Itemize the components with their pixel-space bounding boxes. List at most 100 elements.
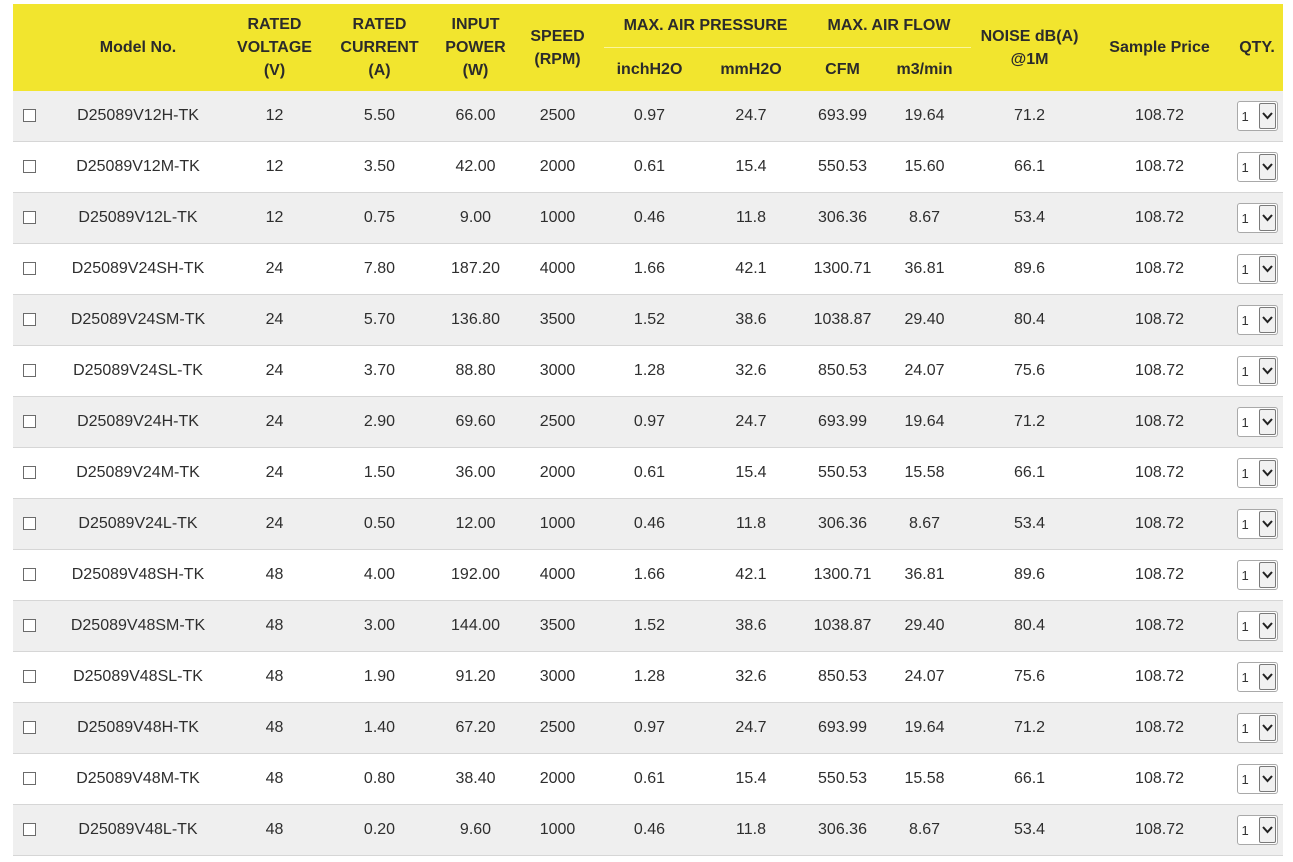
row-select-checkbox[interactable] (23, 517, 36, 531)
qty-select[interactable]: 1 (1236, 254, 1278, 284)
qty-select[interactable]: 1 (1236, 713, 1278, 743)
header-air-pressure: MAX. AIR PRESSURE (604, 4, 807, 48)
m3-min-cell: 24.07 (878, 345, 972, 397)
sample-price-cell: 108.72 (1088, 804, 1232, 856)
mm-h2o-cell: 32.6 (695, 651, 807, 703)
header-inch-h2o: inchH2O (604, 47, 695, 91)
header-speed: SPEED (RPM) (511, 4, 604, 91)
row-select-checkbox[interactable] (23, 211, 36, 225)
qty-select[interactable]: 1 (1236, 458, 1278, 488)
row-select-checkbox[interactable] (23, 364, 36, 378)
row-select-checkbox[interactable] (23, 109, 36, 123)
qty-cell: 1 (1231, 804, 1284, 856)
select-cell (13, 141, 46, 193)
inch-h2o-cell: 1.66 (604, 549, 695, 601)
noise-cell: 80.4 (971, 294, 1089, 346)
dropdown-button[interactable] (1258, 664, 1276, 690)
power-cell: 69.60 (440, 396, 511, 448)
qty-select[interactable]: 1 (1236, 662, 1278, 692)
dropdown-button[interactable] (1258, 715, 1276, 741)
qty-select[interactable]: 1 (1236, 815, 1278, 845)
dropdown-button[interactable] (1258, 511, 1276, 537)
qty-select[interactable]: 1 (1236, 305, 1278, 335)
header-voltage: RATED VOLTAGE (V) (230, 4, 319, 91)
qty-cell: 1 (1231, 91, 1284, 142)
dropdown-button[interactable] (1258, 460, 1276, 486)
dropdown-button[interactable] (1258, 613, 1276, 639)
qty-select[interactable]: 1 (1236, 356, 1278, 386)
dropdown-button[interactable] (1258, 409, 1276, 435)
header-power: INPUT POWER (W) (440, 4, 511, 91)
model-cell: D25089V48SL-TK (46, 651, 230, 703)
qty-select[interactable]: 1 (1236, 611, 1278, 641)
dropdown-button[interactable] (1258, 766, 1276, 792)
power-cell: 36.00 (440, 447, 511, 499)
voltage-cell: 24 (230, 243, 319, 295)
model-cell: D25089V24SH-TK (46, 243, 230, 295)
row-select-checkbox[interactable] (23, 415, 36, 429)
select-cell (13, 549, 46, 601)
speed-cell: 3000 (511, 651, 604, 703)
qty-select[interactable]: 1 (1236, 203, 1278, 233)
row-select-checkbox[interactable] (23, 262, 36, 276)
dropdown-button[interactable] (1258, 817, 1276, 843)
voltage-cell: 12 (230, 141, 319, 193)
row-select-checkbox[interactable] (23, 160, 36, 174)
header-power-line: POWER (445, 39, 506, 56)
row-select-checkbox[interactable] (23, 772, 36, 786)
header-noise-line: NOISE dB(A) (980, 27, 1079, 45)
dropdown-button[interactable] (1258, 562, 1276, 588)
dropdown-button[interactable] (1258, 256, 1276, 282)
table-row: D25089V24H-TK 24 2.90 69.60 2500 0.97 24… (13, 396, 1284, 448)
qty-select[interactable]: 1 (1236, 560, 1278, 590)
table-body: D25089V12H-TK 12 5.50 66.00 2500 0.97 24… (13, 91, 1284, 856)
mm-h2o-cell: 24.7 (695, 91, 807, 142)
qty-value: 1 (1241, 160, 1249, 175)
chevron-down-icon (1261, 418, 1273, 426)
header-speed-line: SPEED (530, 27, 585, 45)
current-cell: 5.70 (319, 294, 440, 346)
row-select-checkbox[interactable] (23, 823, 36, 837)
select-cell (13, 396, 46, 448)
current-cell: 1.50 (319, 447, 440, 499)
header-current: RATED CURRENT (A) (319, 4, 440, 91)
inch-h2o-cell: 1.28 (604, 345, 695, 397)
row-select-checkbox[interactable] (23, 313, 36, 327)
voltage-cell: 48 (230, 651, 319, 703)
table-row: D25089V12M-TK 12 3.50 42.00 2000 0.61 15… (13, 141, 1284, 193)
qty-select[interactable]: 1 (1236, 407, 1278, 437)
row-select-checkbox[interactable] (23, 568, 36, 582)
power-cell: 9.60 (440, 804, 511, 856)
m3-min-cell: 15.58 (878, 753, 972, 805)
mm-h2o-cell: 42.1 (695, 549, 807, 601)
current-cell: 0.75 (319, 192, 440, 244)
speed-cell: 2500 (511, 702, 604, 754)
dropdown-button[interactable] (1258, 154, 1276, 180)
row-select-checkbox[interactable] (23, 466, 36, 480)
qty-value: 1 (1241, 568, 1249, 583)
current-cell: 3.50 (319, 141, 440, 193)
header-m3-min: m3/min (878, 47, 972, 91)
m3-min-cell: 15.60 (878, 141, 972, 193)
table-row: D25089V24L-TK 24 0.50 12.00 1000 0.46 11… (13, 498, 1284, 550)
row-select-checkbox[interactable] (23, 670, 36, 684)
row-select-checkbox[interactable] (23, 721, 36, 735)
dropdown-button[interactable] (1258, 205, 1276, 231)
sample-price-cell: 108.72 (1088, 753, 1232, 805)
qty-select[interactable]: 1 (1236, 764, 1278, 794)
inch-h2o-cell: 0.61 (604, 447, 695, 499)
m3-min-cell: 29.40 (878, 600, 972, 652)
noise-cell: 71.2 (971, 91, 1089, 142)
voltage-cell: 24 (230, 498, 319, 550)
noise-cell: 71.2 (971, 396, 1089, 448)
mm-h2o-cell: 38.6 (695, 600, 807, 652)
qty-select[interactable]: 1 (1236, 509, 1278, 539)
qty-select[interactable]: 1 (1236, 101, 1278, 131)
qty-select[interactable]: 1 (1236, 152, 1278, 182)
dropdown-button[interactable] (1258, 358, 1276, 384)
inch-h2o-cell: 0.97 (604, 396, 695, 448)
dropdown-button[interactable] (1258, 307, 1276, 333)
row-select-checkbox[interactable] (23, 619, 36, 633)
dropdown-button[interactable] (1258, 103, 1276, 129)
m3-min-cell: 8.67 (878, 192, 972, 244)
